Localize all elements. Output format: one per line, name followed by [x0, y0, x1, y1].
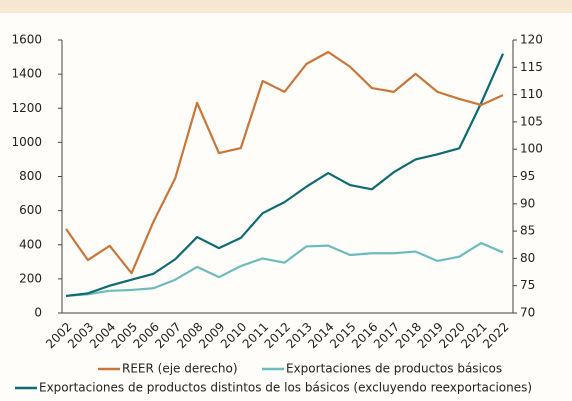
legend-label: Exportaciones de productos básicos [286, 362, 502, 376]
legend-label: REER (eje derecho) [122, 362, 238, 376]
y-tick-label: 1400 [11, 67, 42, 81]
y-tick-label: 200 [19, 271, 42, 285]
y2-tick-label: 90 [520, 196, 535, 210]
y2-tick-label: 100 [520, 142, 543, 156]
y2-tick-label: 120 [520, 33, 543, 47]
y2-tick-label: 115 [520, 60, 543, 74]
header-strip [0, 0, 572, 13]
y-tick-label: 1000 [11, 135, 42, 149]
series-line [65, 53, 505, 298]
series-line [65, 50, 504, 275]
y2-tick-label: 70 [520, 306, 535, 320]
y2-tick-label: 80 [520, 251, 535, 265]
chart-background [0, 13, 572, 401]
y2-tick-label: 105 [520, 114, 543, 128]
y-tick-label: 0 [34, 306, 42, 320]
y2-tick-label: 95 [520, 169, 535, 183]
y-tick-label: 1200 [11, 101, 42, 115]
y-tick-label: 1600 [11, 33, 42, 47]
y-tick-label: 600 [19, 203, 42, 217]
y2-tick-label: 85 [520, 224, 535, 238]
y2-tick-label: 110 [520, 87, 543, 101]
y2-tick-label: 75 [520, 278, 535, 292]
y-tick-label: 400 [19, 237, 42, 251]
legend-label: Exportaciones de productos distintos de … [39, 381, 532, 395]
series-line [65, 241, 504, 298]
y-tick-label: 800 [19, 169, 42, 183]
